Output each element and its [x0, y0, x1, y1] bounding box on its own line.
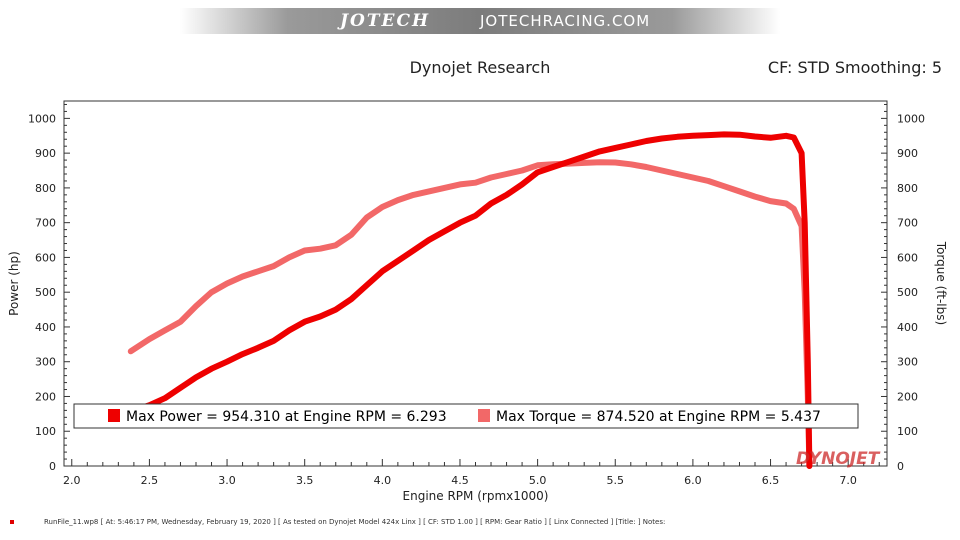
- x-tick-label: 2.5: [141, 474, 159, 487]
- y2-tick-label: 300: [897, 356, 918, 369]
- chart-plot-area: [127, 131, 813, 469]
- x-tick-label: 4.5: [451, 474, 469, 487]
- y2-tick-label: 900: [897, 147, 918, 160]
- x-tick-label: 3.0: [218, 474, 236, 487]
- y-tick-label: 500: [35, 286, 56, 299]
- cf-smoothing-label: CF: STD Smoothing: 5: [767, 58, 942, 77]
- legend-power-label: Max Power = 954.310 at Engine RPM = 6.29…: [126, 409, 447, 425]
- y2-tick-label: 1000: [897, 112, 925, 125]
- y2-tick-label: 400: [897, 321, 918, 334]
- footer-text: RunFile_11.wp8 [ At: 5:46:17 PM, Wednesd…: [44, 518, 666, 526]
- y2-tick-label: 700: [897, 217, 918, 230]
- x-tick-label: 2.0: [63, 474, 81, 487]
- series-line-power: [130, 131, 813, 469]
- y2-tick-label: 100: [897, 425, 918, 438]
- x-axis-label: Engine RPM (rpmx1000): [403, 489, 549, 503]
- y-tick-label: 900: [35, 147, 56, 160]
- y2-tick-label: 0: [897, 460, 904, 473]
- jotech-logo: JOTECH: [340, 11, 431, 31]
- legend-torque-swatch: [478, 409, 490, 422]
- legend-box: [73, 403, 859, 429]
- x-tick-label: 5.5: [607, 474, 625, 487]
- y-tick-label: 100: [35, 425, 56, 438]
- y2-tick-label: 600: [897, 251, 918, 264]
- chart-axes: 2.0 2.5 3.0 3.5 4.0 4.5 5.0 5.5 6.0 6.5 7.0 0 0 100 10…: [7, 100, 948, 503]
- dynojet-watermark: DYNOJET: [796, 449, 881, 469]
- y-tick-label: 800: [35, 182, 56, 195]
- x-tick-label: 6.0: [684, 474, 702, 487]
- y-tick-label: 300: [35, 356, 56, 369]
- legend-torque-label: Max Torque = 874.520 at Engine RPM = 5.4…: [496, 409, 821, 425]
- y-tick-label: 1000: [28, 112, 56, 125]
- footer-marker-icon: [10, 520, 14, 524]
- y-tick-label: 0: [49, 460, 56, 473]
- series-line-torque: [127, 159, 813, 469]
- x-tick-label: 5.0: [529, 474, 547, 487]
- y-tick-label: 200: [35, 390, 56, 403]
- y-tick-label: 400: [35, 321, 56, 334]
- y2-axis-label: Torque (ft-lbs): [934, 241, 948, 325]
- x-tick-label: 4.0: [374, 474, 392, 487]
- y2-tick-label: 500: [897, 286, 918, 299]
- y-axis-label: Power (hp): [7, 251, 21, 316]
- x-tick-label: 3.5: [296, 474, 314, 487]
- y2-tick-label: 800: [897, 182, 918, 195]
- x-tick-label: 7.0: [839, 474, 857, 487]
- chart-legend: Max Power = 954.310 at Engine RPM = 6.29…: [73, 403, 859, 429]
- y-tick-label: 700: [35, 217, 56, 230]
- jotech-site-text: JOTECHRACING.COM: [480, 12, 651, 30]
- run-file-footer: RunFile_11.wp8 [ At: 5:46:17 PM, Wednesd…: [0, 517, 960, 533]
- y-tick-label: 600: [35, 251, 56, 264]
- y2-tick-label: 200: [897, 390, 918, 403]
- x-tick-label: 6.5: [762, 474, 780, 487]
- chart-title: Dynojet Research: [409, 58, 551, 77]
- jotech-banner: JOTECH JOTECHRACING.COM: [180, 8, 780, 34]
- legend-power-swatch: [108, 409, 120, 422]
